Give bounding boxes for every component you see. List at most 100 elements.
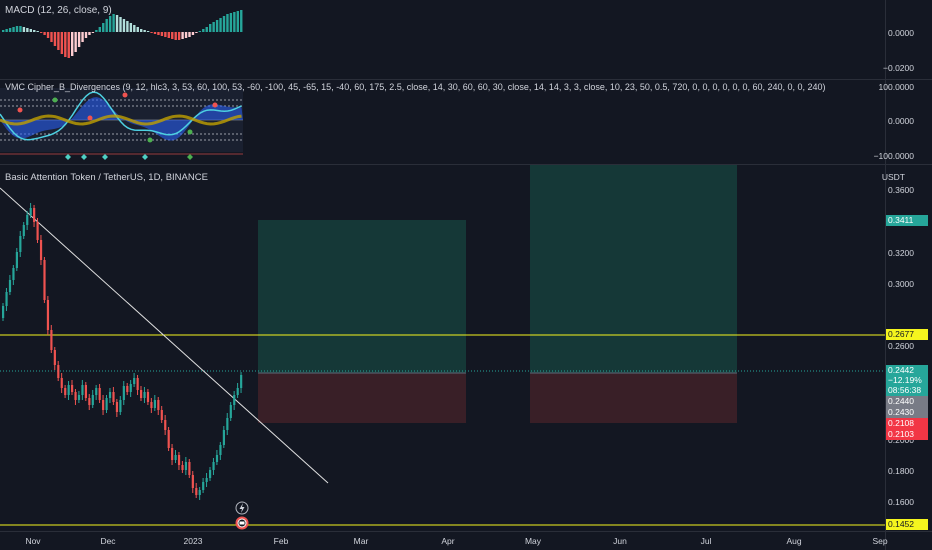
macd-bar: [129, 23, 133, 32]
macd-bar: [136, 27, 139, 32]
macd-bar: [198, 31, 202, 32]
candle-body: [195, 488, 198, 495]
candle-body: [240, 375, 243, 388]
macd-bar: [222, 16, 226, 32]
target-price-badge: 0.3411: [886, 215, 928, 226]
last-price-box: 0.2442 −12.19% 08:56:38: [886, 365, 928, 396]
macd-bar: [43, 32, 46, 35]
candle-body: [212, 462, 215, 470]
candle-body: [233, 395, 236, 405]
candle-body: [112, 392, 115, 402]
candle-body: [71, 385, 74, 392]
candle-body: [184, 462, 188, 470]
pane-separator[interactable]: [0, 79, 932, 80]
macd-bar: [67, 32, 70, 58]
macd-bar: [39, 32, 43, 33]
candle-body: [136, 378, 139, 390]
macd-bar: [91, 32, 95, 33]
candle-body: [236, 388, 239, 395]
candle-body: [160, 410, 163, 420]
candle-body: [133, 378, 136, 384]
candle-body: [171, 448, 174, 460]
vmc-signal-dot: [122, 92, 128, 98]
candle-body: [36, 222, 39, 240]
vmc-pane[interactable]: VMC Cipher_B_Divergences (9, 12, hlc3, 3…: [0, 80, 932, 164]
candle-body: [205, 478, 208, 482]
macd-bar: [115, 15, 119, 32]
vmc-legend[interactable]: VMC Cipher_B_Divergences (9, 12, hlc3, 3…: [5, 82, 826, 92]
candle-body: [167, 430, 170, 448]
macd-bar: [12, 27, 15, 32]
macd-bar: [171, 32, 174, 39]
candle-body: [81, 385, 84, 395]
candle-body: [74, 392, 77, 400]
time-axis-separator: [0, 531, 932, 532]
price-axis-label: 0.1800: [888, 466, 914, 476]
downtrend-line[interactable]: [0, 187, 329, 484]
price-axis-label: 0.1600: [888, 497, 914, 507]
candle-body: [29, 208, 32, 215]
vmc-signal-dot: [187, 129, 193, 135]
candle-body: [129, 384, 132, 392]
price-axis-label: 0.3600: [888, 185, 914, 195]
macd-bar: [181, 32, 184, 39]
price-axis-label: 0.2600: [888, 341, 914, 351]
time-label-feb: Feb: [273, 536, 289, 546]
event-icon[interactable]: [235, 516, 249, 530]
candle-body: [98, 388, 101, 400]
macd-bar: [226, 14, 229, 32]
lightning-icon[interactable]: [235, 501, 249, 515]
candle-body: [64, 388, 67, 395]
symbol-title[interactable]: Basic Attention Token / TetherUS, 1D, BI…: [5, 172, 208, 183]
candle-body: [177, 455, 181, 465]
macd-bar: [205, 27, 208, 32]
vmc-axis-top: 100.0000: [878, 82, 914, 92]
macd-bar: [184, 32, 188, 38]
time-label-aug: Aug: [786, 536, 802, 546]
macd-pane[interactable]: MACD (12, 26, close, 9) 0.0000 −0.0200: [0, 0, 932, 79]
vmc-wave-line: [0, 91, 242, 141]
candle-body: [122, 386, 125, 400]
candle-body: [91, 395, 94, 405]
macd-bar: [74, 32, 77, 52]
pane-separator[interactable]: [0, 164, 932, 165]
macd-bar: [102, 23, 105, 32]
long-position-loss-zone-1[interactable]: [258, 373, 466, 423]
macd-bar: [119, 17, 122, 32]
candle-body: [19, 236, 22, 252]
stop-price-badge-1: 0.2108: [886, 418, 928, 429]
candle-body: [126, 386, 129, 392]
price-pane[interactable]: Basic Attention Token / TetherUS, 1D, BI…: [0, 165, 932, 531]
candle-body: [209, 470, 212, 478]
macd-bar: [95, 30, 98, 32]
vmc-axis-zero: 0.0000: [888, 116, 914, 126]
macd-bar: [84, 32, 88, 38]
vmc-signal-dot: [212, 102, 218, 108]
macd-bar: [215, 20, 219, 32]
vmc-diamond-marker: [102, 154, 108, 160]
ask-price-badge: 0.2430: [886, 407, 928, 418]
macd-bar: [98, 27, 101, 32]
macd-bar: [236, 11, 239, 32]
vmc-axis-bottom: −100.0000: [873, 151, 914, 161]
macd-bar: [22, 27, 26, 32]
long-position-loss-zone-2[interactable]: [530, 373, 737, 423]
time-label-nov: Nov: [25, 536, 41, 546]
macd-bar: [240, 10, 243, 32]
candle-body: [215, 455, 219, 462]
candle-body: [53, 350, 56, 365]
candle-body: [119, 400, 122, 412]
long-position-profit-zone-1[interactable]: [258, 220, 466, 373]
macd-legend[interactable]: MACD (12, 26, close, 9): [5, 5, 112, 16]
macd-bar: [219, 18, 222, 32]
candle-body: [84, 385, 87, 398]
macd-bar: [33, 30, 36, 32]
long-position-profit-zone-2[interactable]: [530, 165, 737, 373]
support-price-badge: 0.1452: [886, 519, 928, 530]
macd-bar: [209, 24, 212, 32]
resistance-price-badge: 0.2677: [886, 329, 928, 340]
macd-bar: [157, 32, 160, 35]
candle-body: [174, 455, 177, 460]
price-axis-label: 0.3000: [888, 279, 914, 289]
